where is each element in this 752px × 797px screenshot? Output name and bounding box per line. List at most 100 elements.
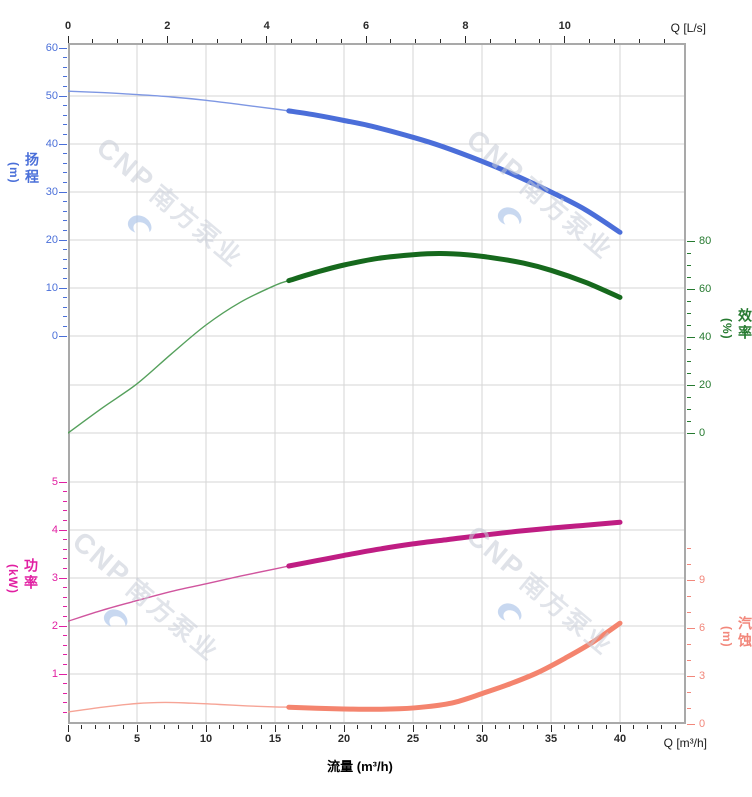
bottom-axis-major-tick bbox=[619, 725, 621, 732]
npsh-axis-tick-label: 0 bbox=[699, 718, 706, 730]
bottom-axis-minor-tick bbox=[315, 725, 317, 729]
head-axis-major-tick bbox=[59, 191, 67, 193]
eff-axis-major-tick bbox=[687, 288, 695, 290]
top-axis-minor-tick bbox=[589, 39, 591, 43]
bottom-axis-minor-tick bbox=[371, 725, 373, 729]
top-axis-minor-tick bbox=[613, 39, 615, 43]
bottom-axis-major-tick bbox=[205, 725, 207, 732]
npsh-axis-tick-label: 3 bbox=[699, 670, 706, 682]
head-axis-tick-label: 60 bbox=[45, 42, 58, 54]
npsh-axis-minor-tick bbox=[687, 547, 691, 549]
head-axis-minor-tick bbox=[63, 220, 67, 222]
npsh-axis-minor-tick bbox=[687, 595, 691, 597]
bottom-axis-minor-tick bbox=[647, 725, 649, 729]
npsh-curve-thin bbox=[68, 701, 290, 713]
top-axis-minor-tick bbox=[216, 39, 218, 43]
bottom-axis-minor-tick bbox=[509, 725, 511, 729]
top-axis-minor-tick bbox=[440, 39, 442, 43]
power-axis-minor-tick bbox=[63, 500, 67, 502]
head-axis-tick-label: 0 bbox=[51, 330, 58, 342]
eff-axis-minor-tick bbox=[687, 300, 691, 302]
top-axis-major-tick bbox=[564, 36, 566, 43]
head-axis-minor-tick bbox=[63, 57, 67, 59]
plot-border bbox=[68, 43, 686, 724]
head-axis-major-tick bbox=[59, 287, 67, 289]
head-axis-tick-label: 50 bbox=[45, 90, 58, 102]
head-curve bbox=[286, 108, 623, 235]
top-axis-minor-tick bbox=[117, 39, 119, 43]
bottom-axis-tick-label: 20 bbox=[337, 733, 351, 745]
npsh-axis-tick-label: 6 bbox=[699, 622, 706, 634]
power-axis-minor-tick bbox=[63, 539, 67, 541]
bottom-axis-minor-tick bbox=[329, 725, 331, 729]
power-axis-tick-label: 5 bbox=[51, 476, 58, 488]
head-axis-minor-tick bbox=[63, 316, 67, 318]
power-axis-minor-tick bbox=[63, 548, 67, 550]
bottom-axis-minor-tick bbox=[108, 725, 110, 729]
bottom-axis-minor-tick bbox=[357, 725, 359, 729]
power-axis-major-tick bbox=[59, 529, 67, 531]
bottom-axis-minor-tick bbox=[522, 725, 524, 729]
bottom-axis-tick-label: 10 bbox=[199, 733, 213, 745]
eff-axis-tick-label: 0 bbox=[699, 427, 706, 439]
head-axis-major-tick bbox=[59, 143, 67, 145]
eff-axis-minor-tick bbox=[687, 264, 691, 266]
bottom-axis-major-tick bbox=[136, 725, 138, 732]
bottom-axis-minor-tick bbox=[191, 725, 193, 729]
top-axis-major-tick bbox=[464, 36, 466, 43]
head-axis-major-tick bbox=[59, 47, 67, 49]
eff-axis-minor-tick bbox=[687, 396, 691, 398]
bottom-axis-minor-tick bbox=[233, 725, 235, 729]
eff-axis-minor-tick bbox=[687, 372, 691, 374]
npsh-curve bbox=[286, 620, 623, 712]
power-axis-minor-tick bbox=[63, 615, 67, 617]
power-axis-tick-label: 1 bbox=[51, 668, 58, 680]
bottom-axis-minor-tick bbox=[467, 725, 469, 729]
top-axis-minor-tick bbox=[191, 39, 193, 43]
bottom-axis-minor-tick bbox=[591, 725, 593, 729]
bottom-axis-minor-tick bbox=[440, 725, 442, 729]
power-curve-thin bbox=[68, 565, 290, 622]
bottom-axis-minor-tick bbox=[660, 725, 662, 729]
power-axis-major-tick bbox=[59, 673, 67, 675]
head-axis-minor-tick bbox=[63, 66, 67, 68]
head-axis-title-text: 扬程 bbox=[24, 152, 40, 186]
npsh-axis-minor-tick bbox=[687, 563, 691, 565]
head-axis-title: 扬程 (m) bbox=[5, 152, 41, 186]
bottom-axis-minor-tick bbox=[605, 725, 607, 729]
eff-axis-major-tick bbox=[687, 240, 695, 242]
x-axis-title: 流量 (m³/h) bbox=[327, 759, 393, 774]
power-axis-minor-tick bbox=[63, 644, 67, 646]
head-axis-tick-label: 30 bbox=[45, 186, 58, 198]
power-curve bbox=[286, 519, 623, 569]
top-axis-major-tick bbox=[266, 36, 268, 43]
bottom-axis-minor-tick bbox=[260, 725, 262, 729]
eff-axis-major-tick bbox=[687, 384, 695, 386]
head-axis-major-tick bbox=[59, 335, 67, 337]
eff-axis-major-tick bbox=[687, 336, 695, 338]
head-axis-minor-tick bbox=[63, 105, 67, 107]
top-axis-major-tick bbox=[365, 36, 367, 43]
head-axis-minor-tick bbox=[63, 124, 67, 126]
top-axis-minor-tick bbox=[390, 39, 392, 43]
power-axis-tick-label: 2 bbox=[51, 620, 58, 632]
bottom-axis-minor-tick bbox=[426, 725, 428, 729]
head-axis-tick-label: 20 bbox=[45, 234, 58, 246]
power-axis-tick-label: 3 bbox=[51, 572, 58, 584]
head-axis-minor-tick bbox=[63, 133, 67, 135]
bottom-axis-minor-tick bbox=[164, 725, 166, 729]
eff-axis-minor-tick bbox=[687, 312, 691, 314]
bottom-axis-minor-tick bbox=[81, 725, 83, 729]
top-axis-minor-tick bbox=[489, 39, 491, 43]
bottom-axis-minor-tick bbox=[122, 725, 124, 729]
eff-axis-minor-tick bbox=[687, 348, 691, 350]
top-axis-major-tick bbox=[166, 36, 168, 43]
power-axis-major-tick bbox=[59, 577, 67, 579]
npsh-axis-minor-tick bbox=[687, 707, 691, 709]
head-axis-minor-tick bbox=[63, 249, 67, 251]
eff-axis-tick-label: 40 bbox=[699, 331, 712, 343]
top-axis-minor-tick bbox=[539, 39, 541, 43]
head-axis-minor-tick bbox=[63, 297, 67, 299]
top-axis-minor-tick bbox=[315, 39, 317, 43]
